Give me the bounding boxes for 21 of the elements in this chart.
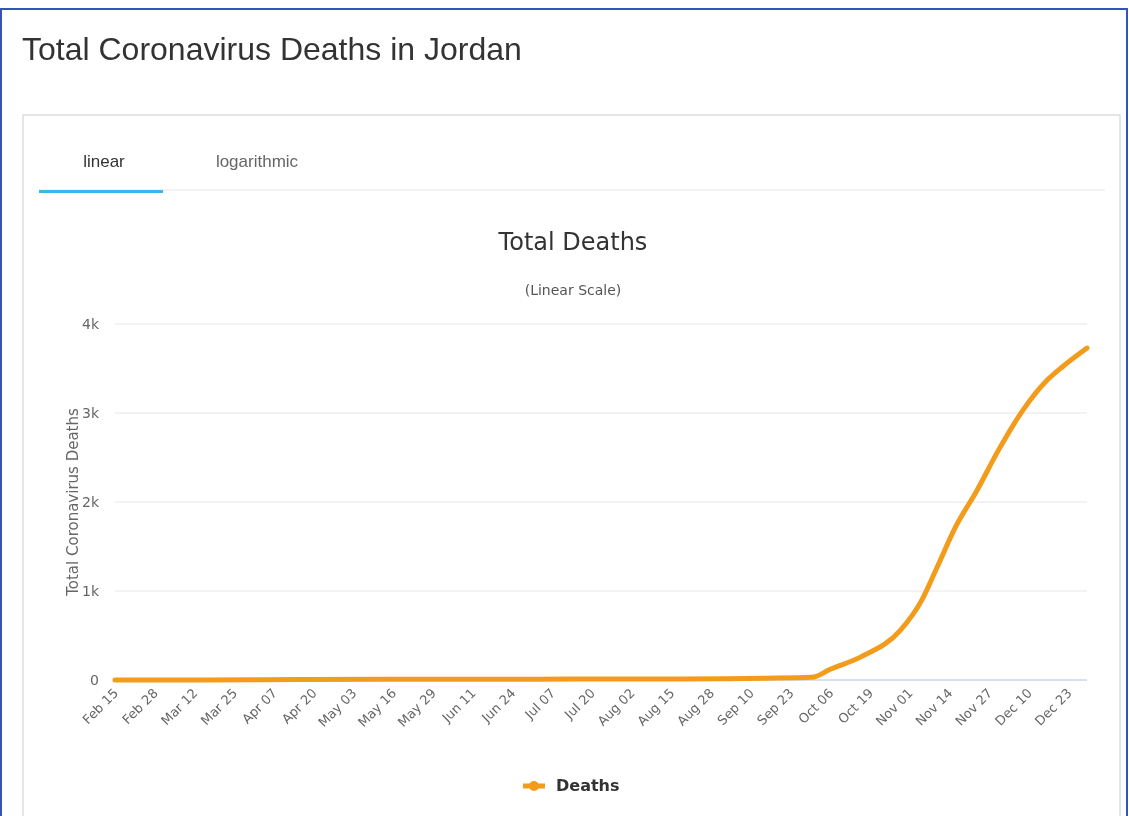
y-tick-label: 4k <box>81 316 100 332</box>
y-tick-label: 2k <box>81 494 100 510</box>
y-axis-title: Total Coronavirus Deaths <box>64 408 82 597</box>
y-tick-label: 1k <box>81 583 100 599</box>
x-tick-label: Apr 07 <box>238 685 281 727</box>
x-tick-label: Jun 11 <box>438 685 479 726</box>
chart-title: Total Deaths <box>497 228 648 256</box>
x-tick-label: Sep 10 <box>714 685 757 729</box>
text: linear <box>83 152 126 171</box>
x-tick-label: Feb 15 <box>79 685 122 728</box>
text: Total Coronavirus Deaths in Jordan <box>22 31 522 67</box>
legend-label: Deaths <box>556 776 620 795</box>
y-tick-label: 3k <box>81 405 100 421</box>
x-tick-label: Feb 28 <box>119 685 161 728</box>
x-tick-label: Sep 23 <box>754 685 797 729</box>
x-tick-label: Jun 24 <box>478 685 519 726</box>
chart-subtitle: (Linear Scale) <box>524 282 622 298</box>
y-tick-label: 0 <box>90 672 99 688</box>
x-tick-label: Jul 07 <box>521 685 559 723</box>
text: logarithmic <box>215 152 299 171</box>
x-tick-label: Oct 06 <box>795 685 837 727</box>
